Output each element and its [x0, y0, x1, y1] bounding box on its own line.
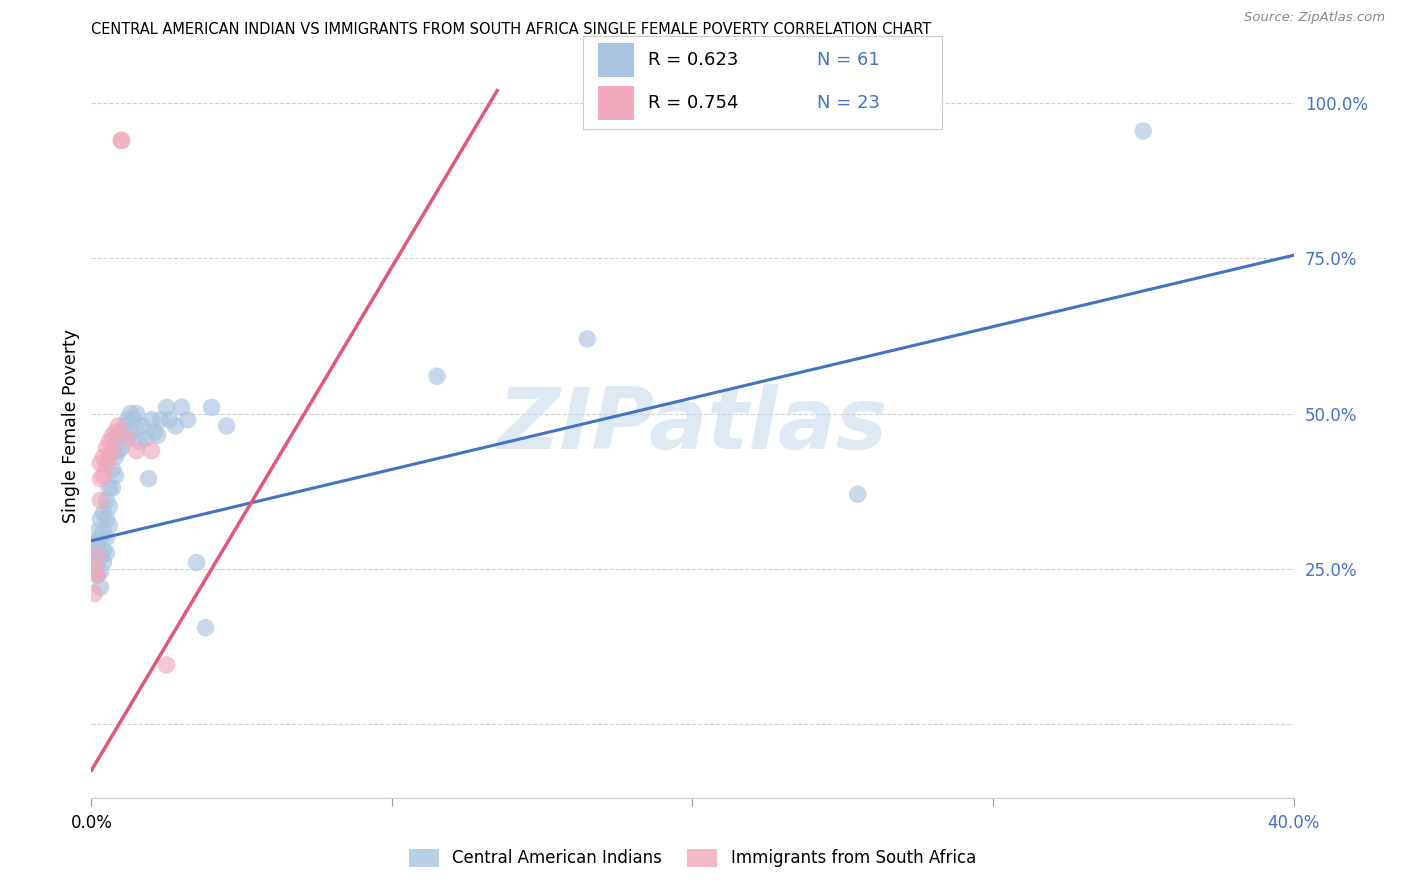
Point	[101, 443, 124, 458]
Point	[93, 543, 115, 558]
Point	[1132, 124, 1154, 138]
Text: ZIPatlas: ZIPatlas	[498, 384, 887, 467]
Point	[141, 443, 163, 458]
Point	[104, 468, 127, 483]
Point	[83, 546, 105, 560]
Point	[131, 419, 153, 434]
Point	[125, 422, 148, 436]
Point	[93, 468, 115, 483]
Point	[104, 450, 127, 464]
Point	[96, 512, 118, 526]
Point	[215, 419, 238, 434]
Point	[125, 407, 148, 421]
Point	[107, 419, 129, 434]
Point	[89, 493, 111, 508]
Bar	[598, 87, 634, 120]
Point	[83, 537, 105, 551]
Point	[98, 500, 121, 514]
Point	[83, 586, 105, 600]
Point	[159, 413, 181, 427]
Point	[93, 556, 115, 570]
Point	[155, 657, 177, 672]
Point	[89, 565, 111, 579]
Point	[110, 133, 132, 147]
Point	[114, 419, 136, 434]
Point	[143, 425, 166, 439]
Point	[86, 568, 108, 582]
Text: N = 61: N = 61	[817, 51, 879, 69]
Point	[122, 413, 145, 427]
Y-axis label: Single Female Poverty: Single Female Poverty	[62, 329, 80, 523]
Point	[96, 546, 118, 560]
Point	[201, 401, 224, 415]
Point	[128, 434, 150, 449]
Text: N = 23: N = 23	[817, 95, 880, 112]
Point	[89, 580, 111, 594]
Point	[86, 568, 108, 582]
Point	[98, 450, 121, 464]
Point	[134, 431, 156, 445]
Point	[165, 419, 187, 434]
Point	[138, 472, 160, 486]
Point	[117, 413, 139, 427]
Point	[104, 425, 127, 439]
Point	[96, 531, 118, 545]
Point	[120, 425, 142, 439]
Point	[146, 428, 169, 442]
Text: R = 0.623: R = 0.623	[648, 51, 738, 69]
Text: R = 0.754: R = 0.754	[648, 95, 738, 112]
Point	[98, 434, 121, 449]
Point	[96, 493, 118, 508]
Point	[89, 512, 111, 526]
Point	[110, 441, 132, 455]
Point	[107, 443, 129, 458]
Point	[110, 425, 132, 439]
Point	[101, 428, 124, 442]
Point	[120, 407, 142, 421]
Point	[89, 472, 111, 486]
Point	[86, 524, 108, 539]
Point	[176, 413, 198, 427]
Point	[846, 487, 869, 501]
Point	[93, 524, 115, 539]
Text: CENTRAL AMERICAN INDIAN VS IMMIGRANTS FROM SOUTH AFRICA SINGLE FEMALE POVERTY CO: CENTRAL AMERICAN INDIAN VS IMMIGRANTS FR…	[91, 22, 932, 37]
Point	[104, 437, 127, 451]
Point	[107, 431, 129, 445]
Point	[101, 462, 124, 476]
Point	[155, 401, 177, 415]
Point	[89, 549, 111, 564]
Point	[83, 565, 105, 579]
Point	[141, 413, 163, 427]
Point	[86, 549, 108, 564]
Point	[149, 413, 172, 427]
Point	[117, 431, 139, 445]
Point	[93, 506, 115, 520]
Point	[125, 443, 148, 458]
Point	[93, 450, 115, 464]
Point	[576, 332, 599, 346]
Point	[96, 459, 118, 474]
Point	[86, 540, 108, 554]
Point	[170, 401, 193, 415]
Point	[86, 556, 108, 570]
Point	[101, 481, 124, 495]
Point	[110, 133, 132, 147]
Point	[89, 531, 111, 545]
Point	[426, 369, 449, 384]
Point	[101, 443, 124, 458]
Bar	[598, 43, 634, 77]
Text: Source: ZipAtlas.com: Source: ZipAtlas.com	[1244, 11, 1385, 24]
Legend: Central American Indians, Immigrants from South Africa: Central American Indians, Immigrants fro…	[401, 840, 984, 876]
Point	[98, 481, 121, 495]
Point	[117, 431, 139, 445]
Point	[186, 556, 208, 570]
Point	[89, 456, 111, 470]
Point	[98, 518, 121, 533]
Point	[96, 441, 118, 455]
Point	[194, 621, 217, 635]
